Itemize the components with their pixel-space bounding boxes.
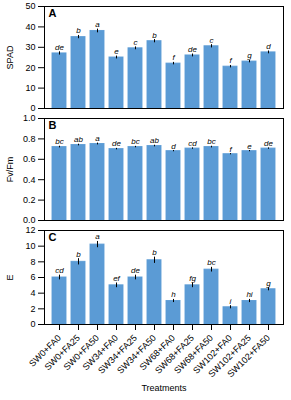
svg-text:b: b	[76, 26, 81, 35]
svg-text:10: 10	[25, 83, 35, 93]
svg-text:E: E	[5, 274, 15, 280]
svg-text:B: B	[49, 119, 57, 131]
svg-text:2: 2	[30, 304, 35, 314]
svg-text:1.0: 1.0	[23, 113, 36, 123]
svg-text:SW68+FA0: SW68+FA0	[137, 332, 177, 373]
svg-text:b: b	[152, 248, 157, 257]
svg-text:d: d	[266, 42, 271, 51]
svg-text:0.8: 0.8	[23, 134, 36, 144]
svg-text:bc: bc	[131, 137, 139, 146]
svg-text:C: C	[49, 231, 57, 243]
svg-text:g: g	[247, 51, 252, 60]
svg-text:a: a	[95, 134, 100, 143]
svg-text:0: 0	[30, 103, 35, 112]
svg-text:0.2: 0.2	[23, 195, 36, 205]
svg-text:b: b	[152, 31, 157, 40]
svg-text:10: 10	[25, 241, 35, 251]
svg-text:ab: ab	[74, 135, 83, 144]
svg-text:e: e	[247, 142, 252, 151]
svg-text:SW34+FA0: SW34+FA0	[80, 332, 120, 373]
svg-text:f: f	[229, 145, 232, 154]
svg-text:SW102+FA0: SW102+FA0	[191, 332, 234, 376]
svg-text:de: de	[188, 45, 197, 54]
svg-text:cd: cd	[188, 139, 197, 148]
svg-text:SW34+FA50: SW34+FA50	[115, 332, 158, 376]
svg-text:ab: ab	[150, 136, 159, 145]
svg-text:Fv/Fm: Fv/Fm	[5, 157, 15, 183]
svg-text:i: i	[230, 297, 232, 306]
svg-text:8: 8	[30, 257, 35, 267]
svg-text:6: 6	[30, 272, 35, 282]
svg-text:Treatments: Treatments	[141, 383, 187, 393]
svg-text:12: 12	[25, 225, 35, 235]
svg-text:fg: fg	[189, 274, 196, 283]
svg-text:A: A	[49, 7, 57, 19]
svg-text:SW0+FA0: SW0+FA0	[27, 332, 63, 369]
svg-text:20: 20	[25, 63, 35, 73]
svg-text:de: de	[131, 266, 140, 275]
svg-text:f: f	[172, 53, 175, 62]
svg-text:de: de	[264, 139, 273, 148]
svg-text:de: de	[55, 43, 64, 52]
svg-text:SW68+FA25: SW68+FA25	[153, 332, 196, 376]
svg-text:g: g	[266, 279, 271, 288]
svg-text:c: c	[210, 36, 214, 45]
svg-text:0.4: 0.4	[23, 175, 36, 185]
svg-text:cd: cd	[55, 266, 64, 275]
svg-text:e: e	[114, 47, 119, 56]
svg-text:40: 40	[25, 22, 35, 32]
svg-text:0.6: 0.6	[23, 154, 36, 164]
svg-text:4: 4	[30, 288, 35, 298]
svg-text:bc: bc	[207, 258, 215, 267]
svg-text:SW68+FA50: SW68+FA50	[172, 332, 215, 376]
svg-text:hi: hi	[246, 290, 252, 299]
svg-text:bc: bc	[55, 137, 63, 146]
svg-text:30: 30	[25, 42, 35, 52]
svg-text:SW0+FA50: SW0+FA50	[61, 332, 101, 373]
svg-text:bc: bc	[207, 137, 215, 146]
svg-text:a: a	[95, 232, 100, 241]
svg-text:0.0: 0.0	[23, 215, 36, 224]
svg-text:50: 50	[25, 1, 35, 11]
svg-text:a: a	[95, 20, 100, 29]
svg-text:SW102+FA50: SW102+FA50	[225, 333, 272, 380]
svg-text:0: 0	[30, 319, 35, 329]
svg-text:d: d	[171, 142, 176, 151]
svg-text:SW34+FA25: SW34+FA25	[96, 332, 139, 376]
svg-text:b: b	[76, 250, 81, 259]
svg-text:SW102+FA25: SW102+FA25	[206, 332, 253, 380]
svg-text:f: f	[229, 56, 232, 65]
svg-text:de: de	[112, 139, 121, 148]
svg-text:SPAD: SPAD	[5, 45, 15, 69]
svg-text:c: c	[134, 38, 138, 47]
svg-text:h: h	[171, 290, 176, 299]
svg-text:ef: ef	[113, 274, 120, 283]
svg-text:SW0+FA25: SW0+FA25	[42, 332, 82, 373]
